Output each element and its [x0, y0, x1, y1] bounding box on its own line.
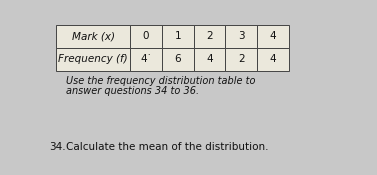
Text: Calculate the mean of the distribution.: Calculate the mean of the distribution. [66, 142, 268, 152]
Text: 4: 4 [206, 54, 213, 65]
Bar [162, 48, 194, 71]
Bar [57, 25, 130, 48]
Text: 34.: 34. [49, 142, 66, 152]
Text: Mark (x): Mark (x) [72, 31, 115, 41]
Text: Use the frequency distribution table to: Use the frequency distribution table to [66, 76, 255, 86]
Text: answer questions 34 to 36.: answer questions 34 to 36. [66, 86, 199, 96]
Bar [225, 25, 257, 48]
Bar [130, 48, 162, 71]
Text: 2: 2 [238, 54, 245, 65]
Bar [57, 48, 130, 71]
Text: 1: 1 [175, 31, 181, 41]
Bar [194, 48, 225, 71]
Text: 3: 3 [238, 31, 245, 41]
Text: 0: 0 [143, 31, 149, 41]
Bar [225, 48, 257, 71]
Text: 4: 4 [270, 54, 276, 65]
Bar [162, 25, 194, 48]
Bar [194, 25, 225, 48]
Bar [257, 25, 289, 48]
Text: Frequency (f): Frequency (f) [58, 54, 128, 65]
Text: 6: 6 [175, 54, 181, 65]
Text: 4˙: 4˙ [140, 54, 152, 65]
Bar [257, 48, 289, 71]
Text: 2: 2 [206, 31, 213, 41]
Text: 4: 4 [270, 31, 276, 41]
Bar [130, 25, 162, 48]
